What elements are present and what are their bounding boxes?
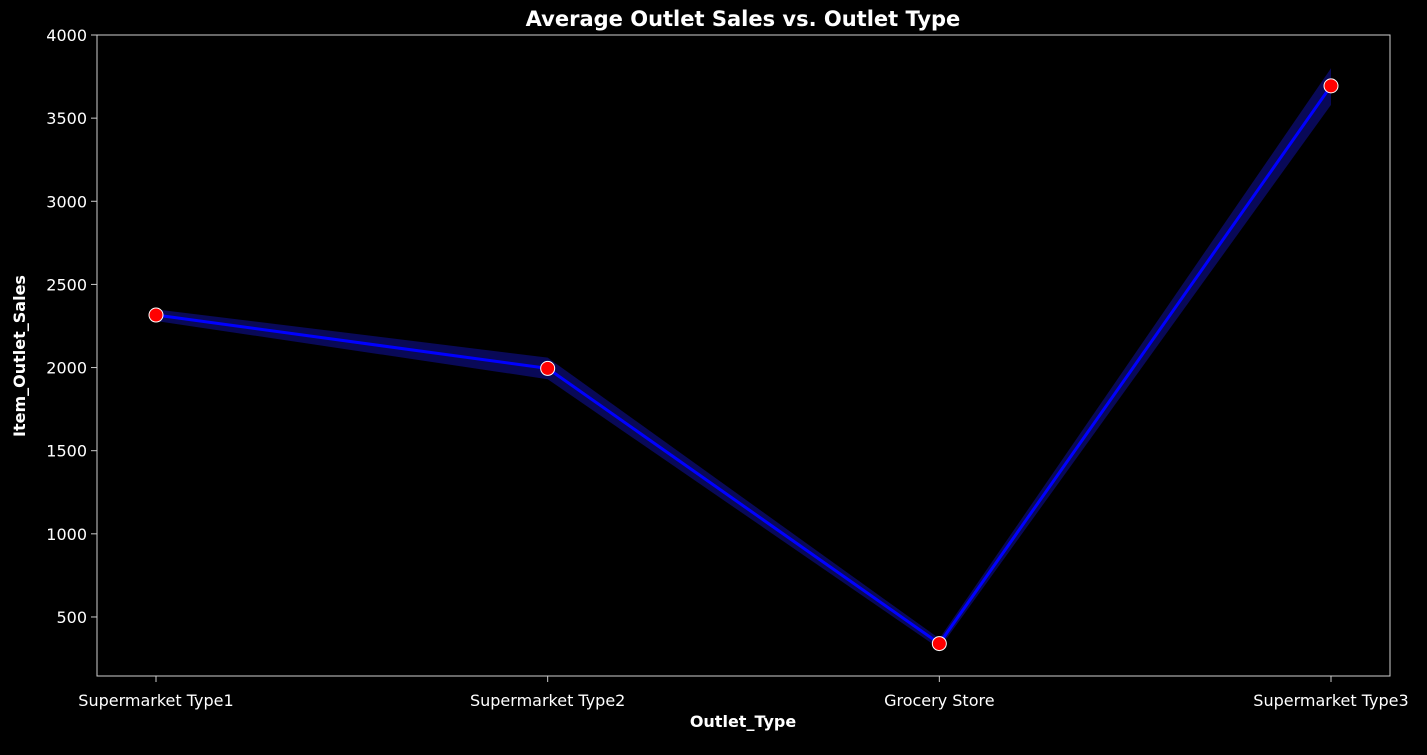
y-tick-label: 500 [56,608,87,627]
plot-border [96,34,1391,677]
y-tick-label: 2000 [46,359,87,378]
data-points [148,78,1339,652]
x-tick-label: Supermarket Type2 [470,691,625,710]
x-tick-label: Grocery Store [884,691,994,710]
x-tick-label: Supermarket Type3 [1253,691,1408,710]
y-axis: 500 1000 1500 2000 2500 3000 3500 4000 [46,26,97,627]
x-axis-label: Outlet_Type [690,712,797,731]
data-point-marker [1323,78,1339,94]
series-line-layer [155,85,1333,646]
y-tick-label: 3000 [46,192,87,211]
chart-title: Average Outlet Sales vs. Outlet Type [526,7,961,31]
y-tick-label: 1000 [46,525,87,544]
x-tick-label: Supermarket Type1 [78,691,233,710]
data-point-marker [931,636,947,652]
data-point-marker [540,360,556,376]
y-tick-label: 1500 [46,442,87,461]
y-tick-label: 3500 [46,109,87,128]
y-axis-label: Item_Outlet_Sales [10,275,29,437]
data-point-marker [148,307,164,323]
y-tick-label: 2500 [46,275,87,294]
y-tick-label: 4000 [46,26,87,45]
plot-area [96,34,1391,677]
x-axis: Supermarket Type1 Supermarket Type2 Grocer… [78,676,1409,710]
series-line [155,85,1333,646]
